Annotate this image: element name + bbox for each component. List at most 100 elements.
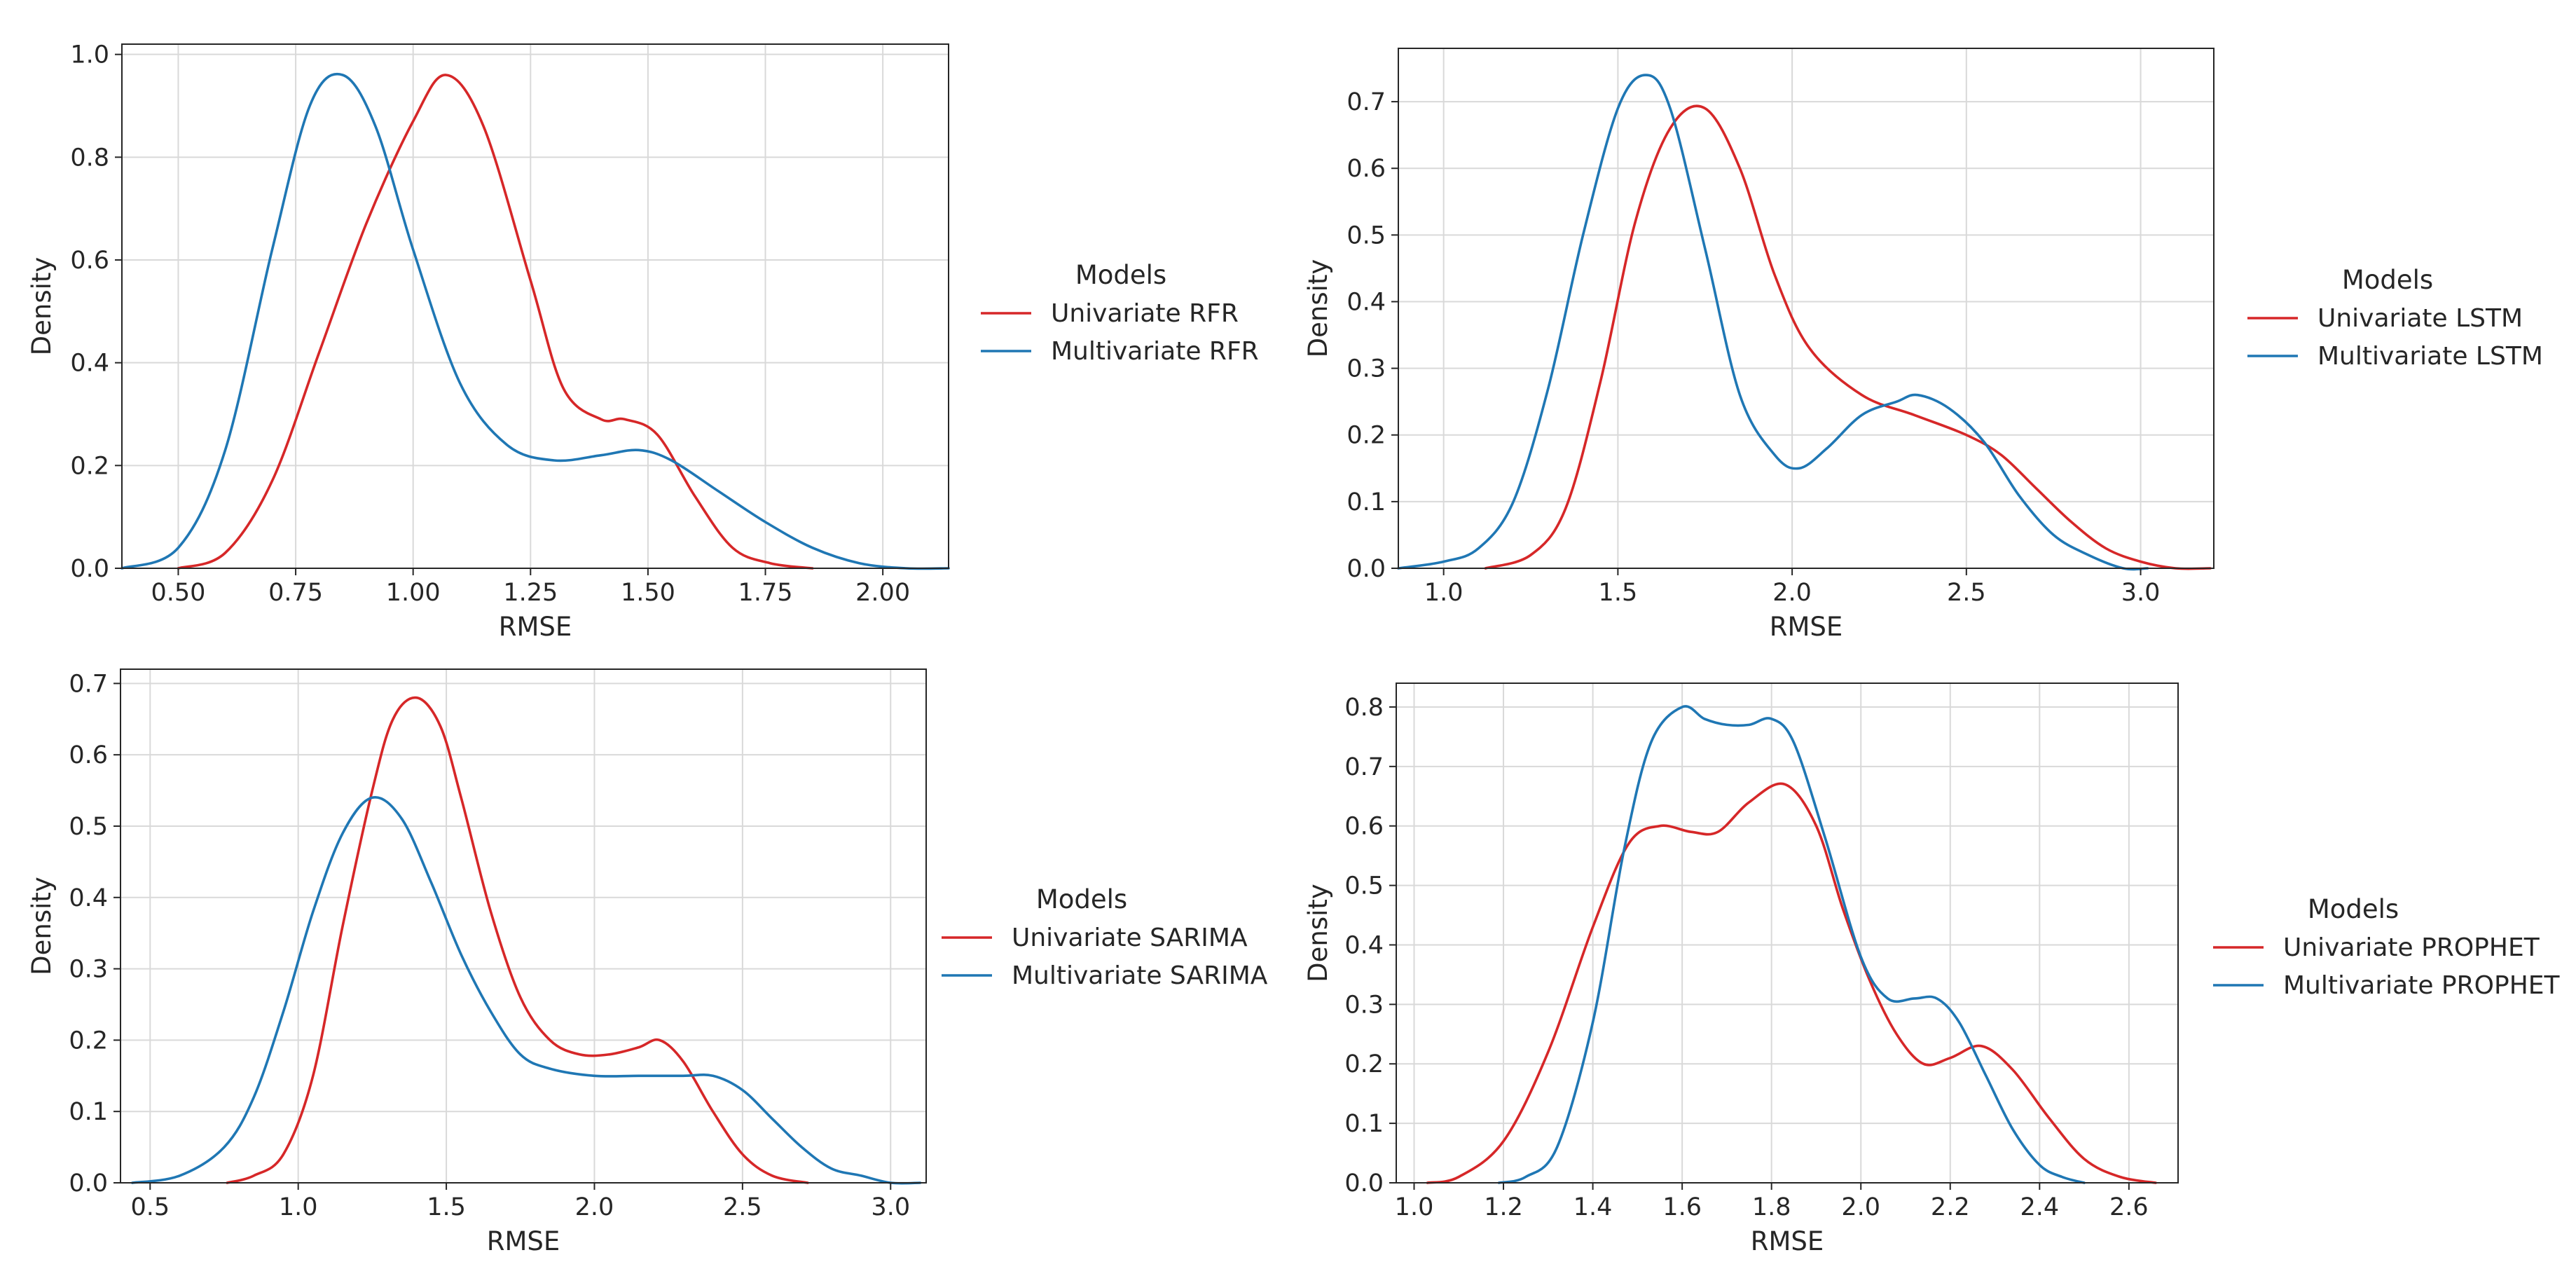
x-tick-label: 2.0: [1772, 579, 1812, 607]
legend-title: Models: [2342, 265, 2433, 295]
x-tick-label: 2.2: [1931, 1193, 1970, 1221]
axes-frame: [120, 668, 927, 1184]
x-tick-label: 0.5: [130, 1193, 170, 1221]
y-tick-label: 0.3: [1346, 355, 1386, 383]
legend-entry: Multivariate SARIMA: [1012, 961, 1268, 990]
legend-entry: Univariate LSTM: [2317, 304, 2523, 333]
y-tick-label: 0.2: [70, 452, 109, 480]
x-tick-label: 1.00: [386, 579, 441, 607]
x-axis-label: RMSE: [1751, 1226, 1824, 1256]
x-tick-label: 1.2: [1484, 1193, 1523, 1221]
legend-entry: Univariate RFR: [1051, 299, 1239, 328]
x-tick-label: 2.0: [575, 1193, 614, 1221]
x-tick-label: 1.25: [503, 579, 558, 607]
x-tick-label: 2.4: [2020, 1193, 2059, 1221]
x-tick-label: 1.8: [1752, 1193, 1791, 1221]
x-tick-label: 2.5: [723, 1193, 762, 1221]
axes-frame: [1398, 48, 2215, 569]
x-tick-label: 2.00: [855, 579, 910, 607]
legend-entry: Multivariate LSTM: [2317, 342, 2543, 371]
y-tick-label: 0.6: [1346, 155, 1386, 183]
x-tick-label: 3.0: [871, 1193, 910, 1221]
y-tick-label: 0.8: [1344, 694, 1384, 722]
y-tick-label: 0.4: [1346, 288, 1386, 316]
series-line-univariate: [226, 696, 809, 1184]
x-axis-label: RMSE: [499, 612, 572, 642]
axes-frame: [121, 43, 949, 569]
x-tick-label: 2.5: [1947, 579, 1986, 607]
y-tick-label: 0.1: [1344, 1110, 1384, 1138]
y-tick-label: 0.0: [69, 1169, 108, 1198]
y-tick-label: 0.8: [70, 144, 109, 172]
y-tick-label: 0.0: [1344, 1169, 1384, 1198]
panel-sarima: 0.5 1.0 1.5 2.0 2.5 3.0 0.0 0.1 0.2 0.3 0.4 0.5 0.6 0…: [27, 668, 1268, 1256]
legend-entry: Multivariate RFR: [1051, 337, 1259, 366]
y-axis-label: Density: [27, 257, 57, 356]
legend: Models Univariate PROPHET Multivariate PRO…: [2213, 894, 2561, 1000]
legend: Models Univariate RFR Multivariate RFR: [981, 260, 1259, 366]
y-tick-label: 0.0: [1346, 555, 1386, 583]
y-tick-label: 0.3: [1344, 991, 1384, 1019]
y-tick-label: 0.3: [69, 956, 108, 984]
grid: [122, 44, 949, 569]
x-tick-label: 1.0: [279, 1193, 318, 1221]
x-tick-label: 3.0: [2121, 579, 2161, 607]
x-tick-label: 0.75: [268, 579, 323, 607]
y-tick-label: 0.6: [69, 741, 108, 769]
series-line-multivariate: [120, 72, 950, 570]
x-tick-label: 1.5: [1599, 579, 1638, 607]
y-tick-label: 0.7: [1344, 753, 1384, 781]
y-tick-label: 0.0: [70, 555, 109, 583]
x-tick-label: 1.5: [427, 1193, 466, 1221]
x-tick-label: 1.4: [1573, 1193, 1613, 1221]
panel-rfr: 0.50 0.75 1.00 1.25 1.50 1.75 2.00 0.0 0.2 0.4 0.6…: [27, 41, 1259, 642]
legend-entry: Univariate PROPHET: [2283, 933, 2540, 962]
legend-title: Models: [1075, 260, 1166, 290]
x-tick-label: 1.6: [1662, 1193, 1702, 1221]
grid: [1396, 683, 2178, 1184]
y-tick-label: 0.4: [70, 350, 109, 378]
series-line-multivariate: [131, 796, 922, 1185]
y-axis-label: Density: [1303, 884, 1333, 982]
legend: Models Univariate LSTM Multivariate LSTM: [2247, 265, 2543, 371]
y-tick-label: 1.0: [70, 41, 109, 69]
x-axis-label: RMSE: [1770, 612, 1843, 642]
x-axis-label: RMSE: [487, 1226, 560, 1256]
legend-title: Models: [1036, 884, 1127, 914]
y-tick-label: 0.1: [69, 1098, 108, 1126]
series-line-multivariate: [1397, 74, 2149, 571]
y-tick-label: 0.5: [1346, 221, 1386, 249]
y-tick-label: 0.5: [69, 813, 108, 841]
y-tick-label: 0.2: [1344, 1050, 1384, 1078]
y-axis-label: Density: [1303, 259, 1333, 358]
series-line-univariate: [1426, 782, 2157, 1184]
y-tick-label: 0.7: [69, 670, 108, 698]
y-axis-label: Density: [27, 877, 57, 975]
x-tick-label: 2.6: [2109, 1193, 2149, 1221]
y-tick-label: 0.6: [1344, 813, 1384, 841]
legend-entry: Univariate SARIMA: [1012, 924, 1248, 952]
series-line-univariate: [1484, 104, 2212, 570]
y-tick-label: 0.4: [69, 884, 108, 912]
legend-title: Models: [2308, 894, 2399, 924]
x-tick-label: 1.50: [621, 579, 675, 607]
legend-entry: Multivariate PROPHET: [2283, 971, 2561, 1000]
y-tick-label: 0.6: [70, 247, 109, 275]
panel-lstm: 1.0 1.5 2.0 2.5 3.0 0.0 0.1 0.2 0.3 0.4 0.5 0.6 0.7 R…: [1303, 48, 2543, 642]
axes-frame: [1396, 682, 2179, 1184]
y-tick-label: 0.5: [1344, 872, 1384, 900]
x-tick-label: 0.50: [151, 579, 205, 607]
x-tick-label: 1.0: [1395, 1193, 1434, 1221]
x-tick-label: 1.75: [738, 579, 793, 607]
y-tick-label: 0.2: [69, 1027, 108, 1055]
panel-prophet: 1.0 1.2 1.4 1.6 1.8 2.0 2.2 2.4 2.6 0.0 0.1 0.2 0.3 0…: [1303, 682, 2561, 1256]
series-line-univariate: [177, 74, 814, 570]
y-tick-label: 0.2: [1346, 422, 1386, 450]
x-tick-label: 2.0: [1841, 1193, 1880, 1221]
y-tick-label: 0.7: [1346, 88, 1386, 116]
legend: Models Univariate SARIMA Multivariate SARI…: [942, 884, 1268, 990]
x-tick-label: 1.0: [1424, 579, 1463, 607]
y-tick-label: 0.4: [1344, 931, 1384, 959]
grid: [1398, 48, 2214, 569]
